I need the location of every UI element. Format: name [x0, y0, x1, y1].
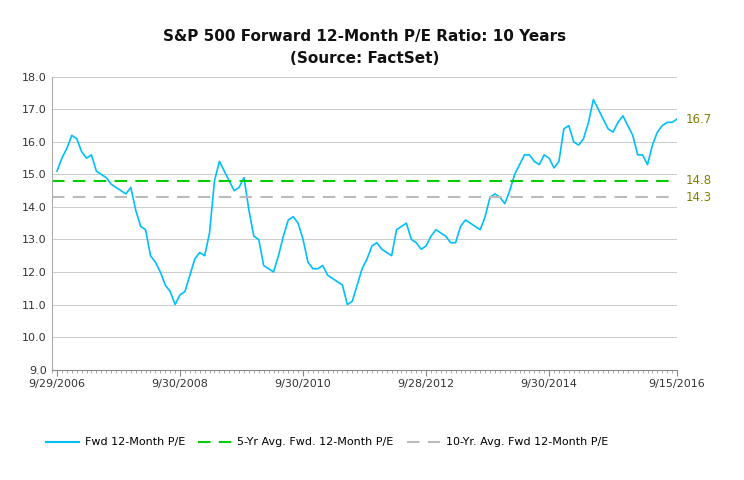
10-Yr. Avg. Fwd 12-Month P/E: [53, 194, 62, 200]
Fwd 12-Month P/E: [170, 301, 179, 307]
5-Yr Avg. Fwd. 12-Month P/E: [53, 178, 62, 184]
Fwd 12-Month P/E: [417, 246, 426, 252]
Text: 14.3: 14.3: [685, 191, 711, 204]
Legend: Fwd 12-Month P/E, 5-Yr Avg. Fwd. 12-Month P/E, 10-Yr. Avg. Fwd 12-Month P/E: Fwd 12-Month P/E, 5-Yr Avg. Fwd. 12-Mont…: [42, 433, 612, 452]
Fwd 12-Month P/E: [673, 116, 682, 122]
Line: Fwd 12-Month P/E: Fwd 12-Month P/E: [57, 99, 677, 304]
Fwd 12-Month P/E: [579, 136, 588, 142]
Fwd 12-Month P/E: [82, 155, 91, 161]
Text: 16.7: 16.7: [685, 113, 711, 126]
Fwd 12-Month P/E: [638, 152, 647, 158]
Fwd 12-Month P/E: [426, 233, 435, 239]
10-Yr. Avg. Fwd 12-Month P/E: [57, 194, 66, 200]
Fwd 12-Month P/E: [589, 96, 598, 102]
Fwd 12-Month P/E: [451, 240, 460, 246]
Title: S&P 500 Forward 12-Month P/E Ratio: 10 Years
(Source: FactSet): S&P 500 Forward 12-Month P/E Ratio: 10 Y…: [163, 29, 566, 66]
5-Yr Avg. Fwd. 12-Month P/E: [57, 178, 66, 184]
Text: 14.8: 14.8: [685, 174, 711, 187]
Fwd 12-Month P/E: [53, 168, 62, 174]
